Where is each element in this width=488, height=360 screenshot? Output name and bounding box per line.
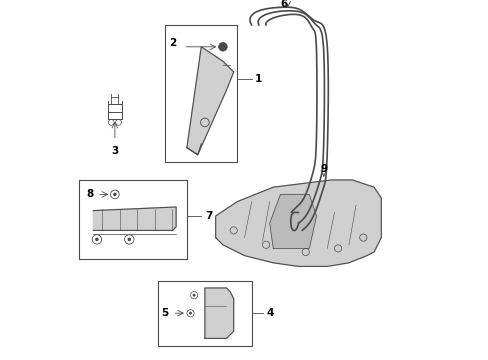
Text: 6: 6 bbox=[280, 0, 287, 9]
Circle shape bbox=[95, 238, 99, 241]
Circle shape bbox=[218, 42, 227, 51]
Circle shape bbox=[189, 312, 192, 315]
Text: 5: 5 bbox=[162, 308, 168, 318]
Circle shape bbox=[113, 193, 117, 196]
Text: 9: 9 bbox=[320, 164, 326, 174]
Text: 1: 1 bbox=[255, 74, 262, 84]
Polygon shape bbox=[215, 180, 381, 266]
Bar bbox=[79, 180, 186, 259]
Text: 2: 2 bbox=[168, 38, 176, 48]
Polygon shape bbox=[93, 207, 176, 230]
Text: 8: 8 bbox=[86, 189, 93, 199]
Polygon shape bbox=[186, 47, 233, 155]
Polygon shape bbox=[204, 288, 233, 338]
Text: 3: 3 bbox=[111, 146, 118, 156]
Bar bbox=[158, 281, 251, 346]
Text: 4: 4 bbox=[265, 308, 273, 318]
Text: 7: 7 bbox=[204, 211, 212, 221]
Circle shape bbox=[192, 294, 195, 297]
Polygon shape bbox=[269, 194, 316, 248]
Bar bbox=[165, 25, 237, 162]
Circle shape bbox=[127, 238, 131, 241]
